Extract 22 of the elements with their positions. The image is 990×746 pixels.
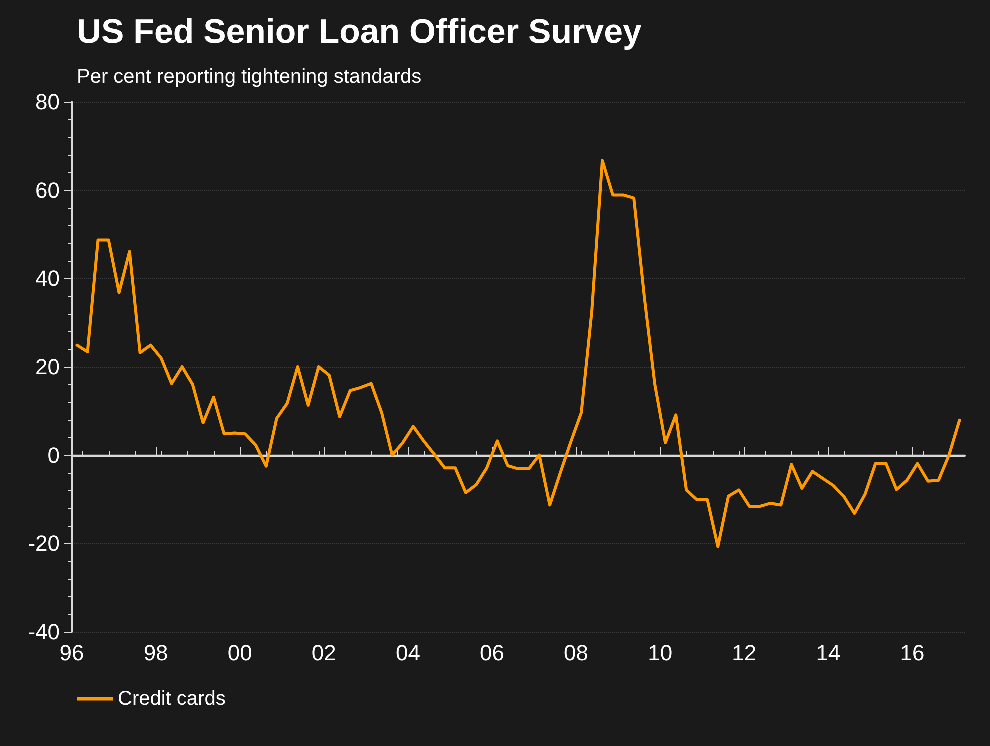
x-tick-label: 00 xyxy=(228,640,252,666)
legend-label: Credit cards xyxy=(118,688,226,710)
y-tick-label: 40 xyxy=(36,266,60,292)
chart-title: US Fed Senior Loan Officer Survey xyxy=(77,13,642,51)
y-tick-label: 60 xyxy=(36,178,60,203)
x-tick-label: 04 xyxy=(396,640,420,666)
x-tick-label: 10 xyxy=(648,640,673,666)
x-tick-label: 12 xyxy=(732,640,757,666)
y-tick-label: 0 xyxy=(48,442,60,468)
x-tick-label: 02 xyxy=(312,640,336,666)
x-tick-label: 16 xyxy=(900,640,925,666)
x-tick-label: 96 xyxy=(60,640,84,666)
y-tick-label: 20 xyxy=(36,354,60,380)
chart-subtitle: Per cent reporting tightening standards xyxy=(77,66,422,88)
x-tick-label: 14 xyxy=(816,640,841,666)
x-tick-label: 06 xyxy=(480,640,504,666)
x-tick-label: 08 xyxy=(564,640,589,666)
line-series xyxy=(76,159,962,548)
y-tick-label: -40 xyxy=(28,620,60,644)
x-tick-label: 98 xyxy=(144,640,168,666)
y-tick-label: -20 xyxy=(28,531,60,556)
y-tick-label: 80 xyxy=(36,90,60,114)
